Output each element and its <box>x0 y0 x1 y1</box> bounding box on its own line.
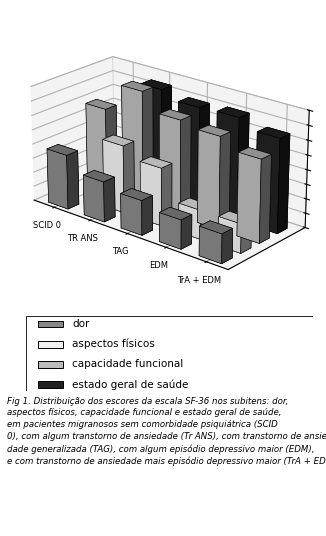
Bar <box>37 361 63 368</box>
Bar <box>37 341 63 347</box>
Text: Fig 1. Distribuição dos escores da escala SF-36 nos subitens: dor,
aspectos físi: Fig 1. Distribuição dos escores da escal… <box>7 397 326 466</box>
Text: estado geral de saúde: estado geral de saúde <box>72 379 188 390</box>
Bar <box>37 382 63 388</box>
Text: aspectos físicos: aspectos físicos <box>72 339 155 349</box>
Text: dor: dor <box>72 319 89 329</box>
Text: capacidade funcional: capacidade funcional <box>72 359 183 369</box>
Bar <box>37 321 63 327</box>
